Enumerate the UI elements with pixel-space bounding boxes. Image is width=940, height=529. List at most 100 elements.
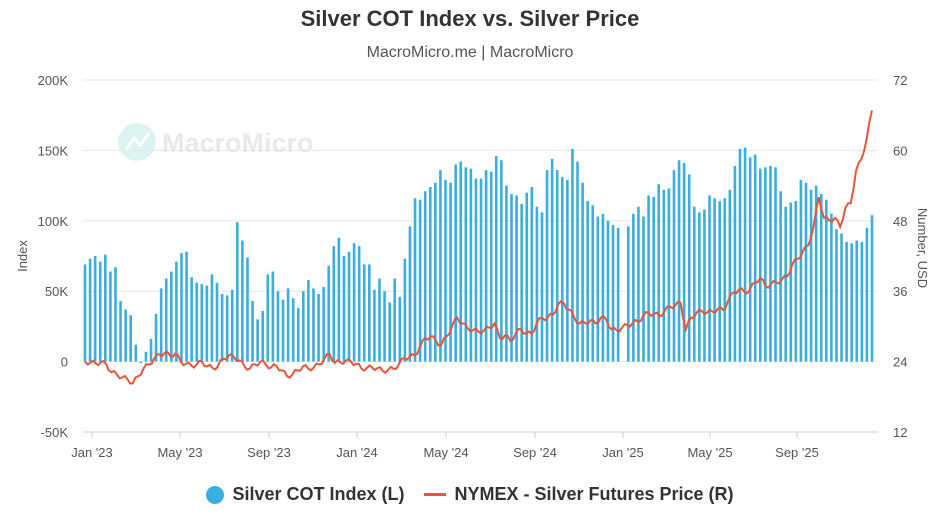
y-right-tick-label: 60: [893, 143, 907, 158]
bar-cot-index: [271, 271, 275, 362]
y-left-tick-label: 200K: [38, 73, 69, 88]
bar-cot-index: [576, 161, 579, 362]
bar-cot-index: [83, 264, 87, 362]
x-tick-label: May '25: [687, 445, 732, 460]
y-right-tick-label: 24: [893, 355, 907, 370]
bar-cot-index: [134, 344, 138, 362]
bar-cot-index: [652, 196, 655, 362]
bar-cot-index: [637, 206, 640, 362]
bar-cot-index: [459, 161, 463, 362]
bar-cot-index: [418, 199, 422, 362]
bar-cot-index: [251, 301, 254, 362]
bar-cot-index: [809, 189, 813, 362]
bar-cot-index: [200, 284, 204, 362]
bar-cot-index: [159, 288, 163, 362]
bar-cot-index: [581, 182, 584, 362]
bar-cot-index: [555, 170, 559, 362]
bar-cot-index: [667, 188, 671, 362]
x-tick-label: Jan '24: [336, 445, 378, 460]
bar-cot-index: [632, 213, 635, 362]
bar-cot-index: [225, 295, 229, 362]
bar-cot-index: [723, 198, 727, 362]
bar-cot-index: [560, 177, 564, 362]
bar-cot-index: [408, 226, 412, 362]
bar-cot-index: [626, 226, 630, 362]
bar-cot-index: [494, 156, 498, 362]
bar-cot-index: [205, 285, 209, 362]
bar-cot-index: [774, 167, 777, 362]
bar-cot-index: [682, 163, 686, 362]
bar-cot-index: [378, 278, 381, 362]
bar-cot-index: [307, 279, 310, 362]
bar-cot-index: [835, 229, 838, 362]
x-tick-label: Sep '24: [513, 445, 557, 460]
legend: Silver COT Index (L) NYMEX - Silver Futu…: [0, 484, 940, 505]
y-left-tick-label: 100K: [38, 214, 69, 229]
x-tick-label: Jan '23: [71, 445, 113, 460]
bar-cot-index: [423, 191, 427, 362]
y-right-tick-label: 72: [893, 73, 907, 88]
legend-label: Silver COT Index (L): [232, 484, 405, 504]
bar-cot-index: [764, 167, 767, 362]
bar-cot-index: [677, 160, 681, 362]
bar-cot-index: [93, 256, 97, 362]
x-tick-label: May '23: [157, 445, 202, 460]
bar-cot-index: [819, 194, 823, 362]
bar-cot-index: [799, 179, 803, 362]
bar-cot-index: [692, 206, 696, 362]
bar-cot-index: [332, 246, 336, 362]
bar-cot-index: [789, 202, 793, 362]
bar-cot-index: [525, 192, 529, 362]
bar-cot-index: [733, 165, 737, 362]
watermark-text: MacroMicro: [162, 128, 314, 158]
y-right-axis-label: Number, USD: [915, 208, 930, 288]
y-left-tick-label: 0: [61, 355, 68, 370]
legend-item-cot-index[interactable]: Silver COT Index (L): [206, 484, 404, 505]
bar-cot-index: [210, 274, 214, 362]
bar-cot-index: [170, 271, 173, 362]
bar-cot-index: [114, 267, 117, 362]
bar-cot-index: [571, 148, 574, 362]
x-tick-label: Sep '25: [775, 445, 819, 460]
bar-cot-index: [175, 261, 178, 362]
bar-cot-index: [104, 254, 107, 362]
bar-cot-index: [855, 240, 859, 362]
bar-cot-index: [276, 291, 280, 362]
bar-cot-index: [302, 291, 305, 362]
bar-cot-index: [428, 187, 432, 362]
bar-cot-index: [469, 168, 473, 362]
bar-cot-index: [291, 298, 295, 362]
bar-cot-index: [804, 182, 808, 362]
bar-cot-index: [327, 265, 331, 362]
bar-cot-index: [119, 301, 122, 362]
bar-cot-index: [850, 243, 853, 362]
legend-item-silver-price[interactable]: NYMEX - Silver Futures Price (R): [424, 484, 734, 505]
bar-cot-index: [830, 213, 833, 362]
bar-cot-index: [124, 309, 127, 362]
bar-cot-index: [164, 278, 168, 362]
bar-cot-index: [550, 158, 554, 362]
y-right-tick-label: 48: [893, 214, 907, 229]
bar-cot-index: [743, 147, 747, 362]
bar-cot-index: [753, 154, 757, 362]
chart-subtitle: MacroMicro.me | MacroMicro: [366, 44, 574, 61]
bar-cot-index: [484, 170, 488, 362]
bar-cot-index: [454, 164, 457, 362]
bar-cot-index: [388, 302, 391, 362]
bar-cot-index: [439, 170, 442, 362]
bar-cot-index: [347, 251, 351, 362]
bar-cot-index: [296, 308, 300, 362]
bar-cot-index: [596, 216, 600, 362]
bar-cot-index: [601, 213, 605, 362]
legend-circle-icon: [206, 485, 225, 504]
bar-cot-index: [713, 198, 716, 362]
bar-cot-index: [317, 294, 320, 362]
bar-cot-index: [840, 233, 843, 362]
bar-cot-index: [434, 182, 437, 362]
bar-cot-index: [500, 160, 503, 362]
bar-cot-index: [185, 251, 188, 362]
bar-cot-index: [545, 170, 549, 362]
bar-cot-index: [779, 191, 782, 362]
bar-cot-index: [230, 289, 234, 362]
bar-cot-index: [444, 179, 447, 362]
